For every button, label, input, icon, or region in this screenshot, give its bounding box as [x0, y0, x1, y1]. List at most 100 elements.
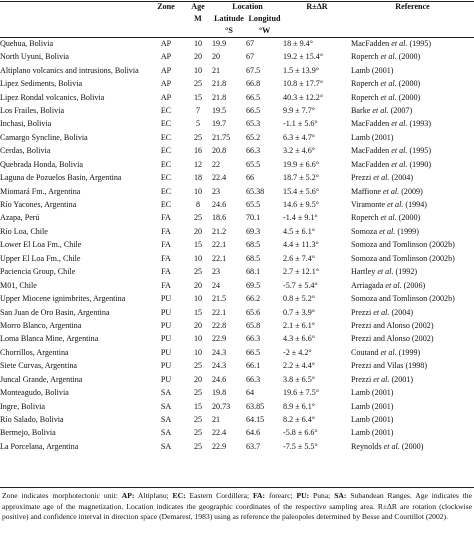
- location-cell: Laguna de Pozuelos Basin, Argentina: [0, 173, 122, 183]
- longitude-cell: 65.5: [246, 200, 261, 210]
- table-row: Azapa, Perú FA 25 18.6 70.1 -1.4 ± 9.1° Roperc…: [0, 212, 474, 225]
- location-cell: Lipez Sediments, Bolivia: [0, 79, 83, 89]
- table-row: Inchasi, Bolivia EC 5 19.7 65.3 -1.1 ± 5.6° Ma…: [0, 118, 474, 131]
- zone-cell: PU: [160, 334, 172, 344]
- longitude-cell: 65.8: [246, 320, 261, 330]
- zone-cell: AP: [160, 79, 172, 89]
- longitude-cell: 66.2: [246, 294, 261, 304]
- reference-cell: Prezzi et al. (2004): [351, 173, 414, 183]
- longitude-cell: 65.38: [246, 186, 265, 196]
- rotation-cell: 19.2 ± 15.4°: [283, 52, 324, 62]
- location-cell: Lower El Loa Fm., Chile: [0, 240, 82, 250]
- reference-cell: MacFadden et al. (1990): [351, 159, 432, 169]
- rotation-cell: -1.4 ± 9.1°: [283, 213, 318, 223]
- location-cell: Los Frailes, Bolivia: [0, 105, 65, 115]
- rotation-cell: 6.3 ± 4.7°: [283, 132, 315, 142]
- reference-cell: Somoza and Tomlinson (2002b): [351, 294, 455, 304]
- longitude-cell: 66.3: [246, 146, 261, 156]
- location-cell: Lipez Rondal volcanics, Bolivia: [0, 92, 105, 102]
- location-cell: Monteagudo, Bolivia: [0, 388, 69, 398]
- age-cell: 25: [193, 267, 203, 277]
- zone-cell: EC: [160, 119, 172, 129]
- footnote-val-sa: Subandean Ranges.: [346, 491, 416, 500]
- table-row: Monteagudo, Bolivia SA 25 19.8 64 19.6 ± 7.5°…: [0, 387, 474, 400]
- latitude-cell: 19.7: [212, 119, 227, 129]
- table-row: M01, Chile FA 20 24 69.5 -5.7 ± 5.4° Arriagada…: [0, 279, 474, 292]
- zone-cell: SA: [160, 441, 172, 451]
- location-cell: Cerdas, Bolivia: [0, 146, 51, 156]
- table-row: Ingre, Bolivia SA 15 20.73 63.85 8.9 ± 6.1° La…: [0, 400, 474, 413]
- zone-cell: EC: [160, 105, 172, 115]
- latitude-cell: 19.8: [212, 388, 227, 398]
- latitude-cell: 20.8: [212, 146, 227, 156]
- latitude-cell: 24.3: [212, 361, 227, 371]
- age-cell: 25: [193, 441, 203, 451]
- location-cell: San Juan de Oro Basin, Argentina: [0, 307, 110, 317]
- age-cell: 25: [193, 361, 203, 371]
- table-row: Lower El Loa Fm., Chile FA 15 22.1 68.5 4.4 ±…: [0, 239, 474, 252]
- location-cell: Upper Miocene ignimbrites, Argentina: [0, 294, 126, 304]
- rotation-cell: 2.2 ± 4.4°: [283, 361, 315, 371]
- latitude-cell: 22: [212, 159, 221, 169]
- age-cell: 15: [193, 401, 203, 411]
- zone-cell: PU: [160, 361, 172, 371]
- longitude-cell: 70.1: [246, 213, 261, 223]
- location-cell: Bermejo, Bolivia: [0, 428, 56, 438]
- table-footnote: Zone indicates morphotectonic unit: AP: …: [2, 491, 472, 523]
- age-cell: 18: [193, 173, 203, 183]
- latitude-cell: 23: [212, 186, 221, 196]
- table-row: Upper El Loa Fm., Chile FA 10 22.1 68.5 2.6 ±…: [0, 253, 474, 266]
- zone-cell: FA: [161, 226, 171, 236]
- latitude-cell: 22.1: [212, 253, 227, 263]
- age-cell: 25: [193, 428, 203, 438]
- latitude-cell: 21: [212, 65, 221, 75]
- footnote-val-fa: forearc;: [265, 491, 297, 500]
- latitude-cell: 22.8: [212, 320, 227, 330]
- location-cell: Paciencia Group, Chile: [0, 267, 76, 277]
- age-cell: 25: [193, 415, 203, 425]
- footnote-rest: Age indicates the approximate age of the…: [2, 491, 472, 521]
- location-cell: M01, Chile: [0, 280, 37, 290]
- zone-cell: SA: [160, 415, 172, 425]
- header-latitude-unit: °S: [225, 25, 233, 35]
- longitude-cell: 67: [246, 39, 255, 49]
- table-row: La Porcelana, Argentina SA 25 22.9 63.7 -7.5 …: [0, 441, 474, 454]
- zone-cell: EC: [160, 200, 172, 210]
- longitude-cell: 66.3: [246, 374, 261, 384]
- reference-cell: Roperch et al. (2000): [351, 213, 421, 223]
- zone-cell: FA: [161, 267, 171, 277]
- age-cell: 25: [193, 79, 203, 89]
- rotation-cell: 3.8 ± 6.5°: [283, 374, 315, 384]
- rotation-cell: 2.6 ± 7.4°: [283, 253, 315, 263]
- latitude-cell: 21.5: [212, 294, 227, 304]
- zone-cell: AP: [160, 52, 172, 62]
- latitude-cell: 23: [212, 267, 221, 277]
- longitude-cell: 66: [246, 173, 255, 183]
- reference-cell: MacFadden et al. (1995): [351, 39, 432, 49]
- reference-cell: Somoza et al. (1999): [351, 226, 419, 236]
- table-row: San Juan de Oro Basin, Argentina PU 15 22.1…: [0, 306, 474, 319]
- longitude-cell: 66.5: [246, 92, 261, 102]
- age-cell: 10: [193, 186, 203, 196]
- age-cell: 10: [193, 347, 203, 357]
- longitude-cell: 65.6: [246, 307, 261, 317]
- footnote-val-pu: Puna;: [309, 491, 335, 500]
- zone-cell: FA: [161, 240, 171, 250]
- longitude-cell: 66.1: [246, 361, 261, 371]
- age-cell: 10: [193, 294, 203, 304]
- longitude-cell: 65.5: [246, 159, 261, 169]
- longitude-cell: 66.3: [246, 334, 261, 344]
- location-cell: Azapa, Perú: [0, 213, 40, 223]
- rotation-cell: 14.6 ± 9.5°: [283, 200, 320, 210]
- longitude-cell: 67.5: [246, 65, 261, 75]
- table-row: Cerdas, Bolivia EC 16 20.8 66.3 3.2 ± 4.6° Mac…: [0, 145, 474, 158]
- zone-cell: AP: [160, 39, 172, 49]
- reference-cell: Prezzi et al. (2004): [351, 307, 414, 317]
- reference-cell: Lamb (2001): [351, 132, 394, 142]
- footnote-key-ap: AP:: [121, 491, 135, 500]
- latitude-cell: 22.9: [212, 334, 227, 344]
- latitude-cell: 22.1: [212, 307, 227, 317]
- footnote-key-ec: EC:: [172, 491, 186, 500]
- footnote-val-ap: Altiplano;: [134, 491, 173, 500]
- header-location: Location: [232, 2, 263, 12]
